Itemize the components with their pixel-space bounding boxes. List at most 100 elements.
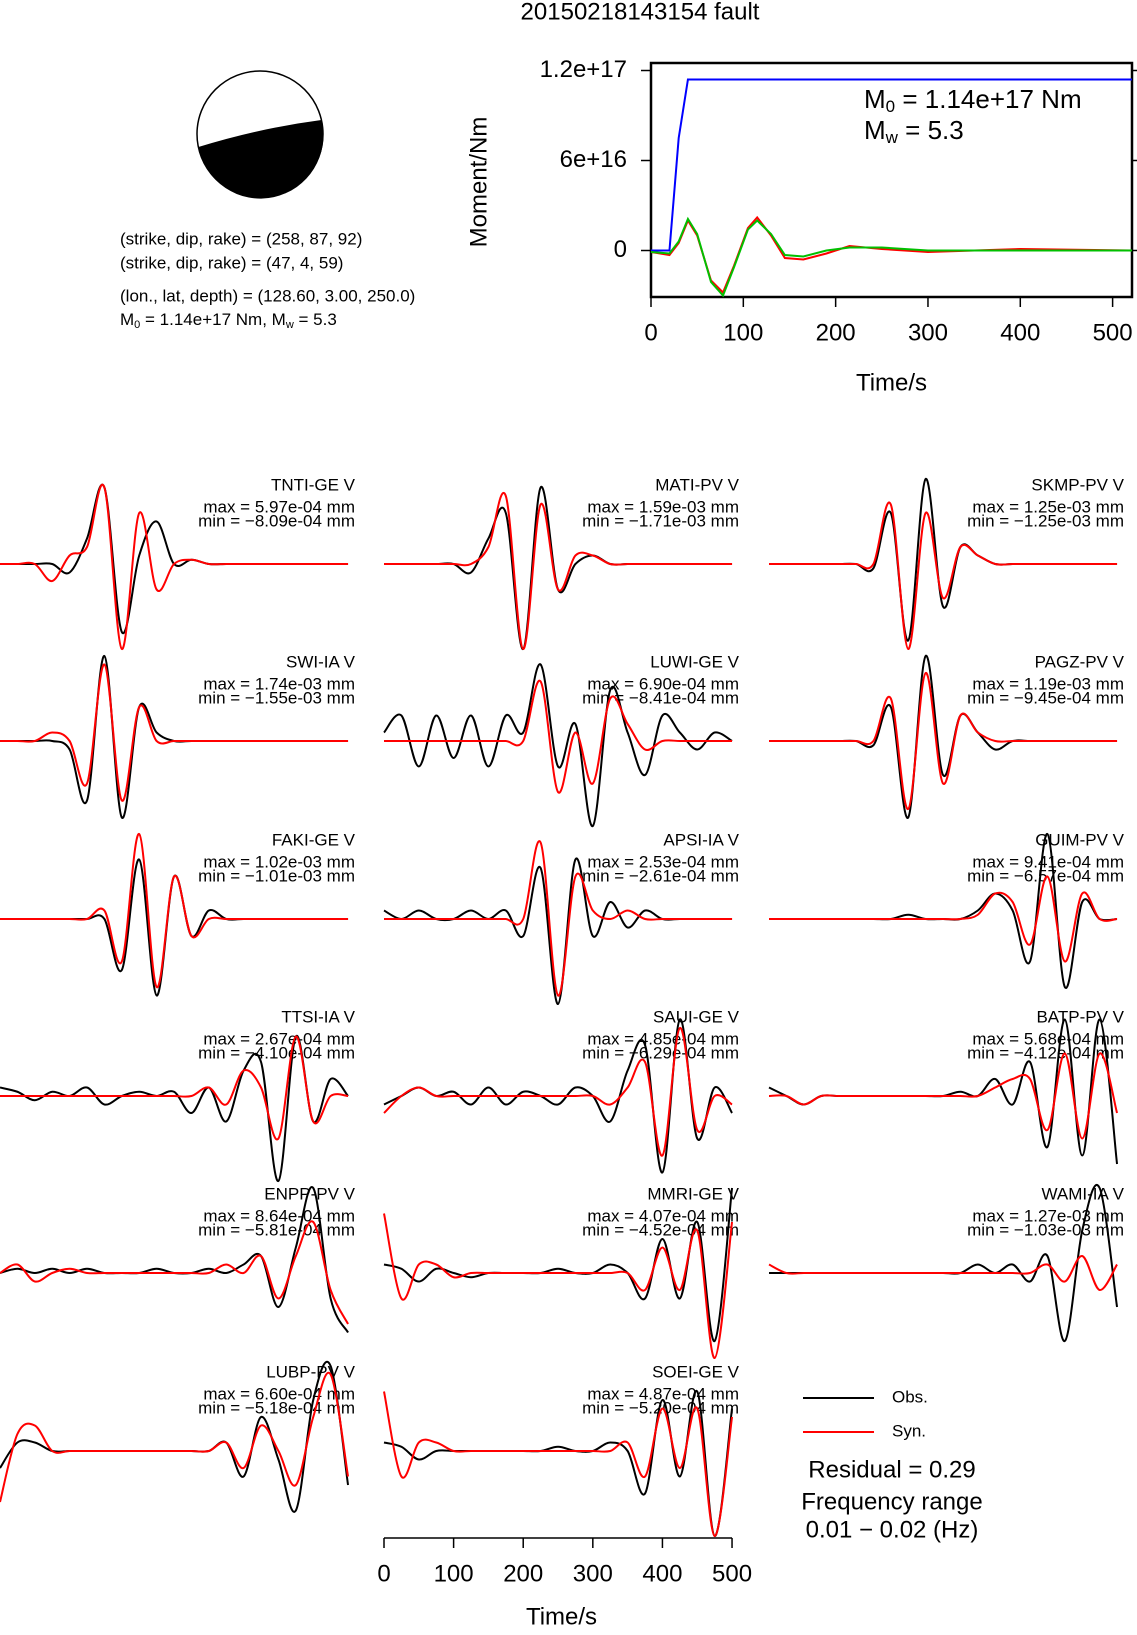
annotation-subscript: w [885, 128, 899, 147]
min-label: min = −1.01e-03 mm [198, 866, 355, 885]
text: = 5.3 [294, 310, 337, 329]
station-label: PAGZ-PV V [1035, 652, 1125, 671]
mechanism-line: (strike, dip, rake) = (47, 4, 59) [120, 253, 343, 272]
max-label: max = 1.59e-03 mm [587, 497, 739, 516]
syn-trace [0, 483, 349, 651]
frequency-title: Frequency range [801, 1488, 982, 1515]
max-label: max = 6.90e-04 mm [587, 674, 739, 693]
legend-syn: Syn. [892, 1421, 926, 1440]
x-tick-label: 200 [816, 319, 856, 346]
x-tick-label: 100 [434, 1560, 474, 1587]
station-label: SWI-IA V [286, 652, 356, 671]
annotation-symbol: M [864, 115, 886, 145]
annotation-subscript: 0 [886, 97, 895, 116]
station-label: FAKI-GE V [272, 830, 356, 849]
station-label: APSI-IA V [663, 830, 739, 849]
title: 20150218143154 fault [521, 0, 760, 25]
syn-trace [383, 1391, 734, 1538]
annotation: Mw = 5.3 [864, 115, 964, 148]
x-tick-label: 500 [1093, 319, 1133, 346]
max-label: max = 1.02e-03 mm [203, 852, 355, 871]
min-label: min = −9.45e-04 mm [967, 688, 1124, 707]
min-label: min = −8.09e-04 mm [198, 511, 355, 530]
max-label: max = 8.64e-04 mm [203, 1206, 355, 1225]
station-label: TTSI-IA V [281, 1007, 355, 1026]
subscript: w [285, 319, 294, 331]
annotation-text: = 1.14e+17 Nm [895, 84, 1081, 114]
syn-trace [384, 679, 733, 794]
obs-trace [383, 663, 733, 828]
max-label: max = 5.68e-04 mm [972, 1029, 1124, 1048]
subscript: 0 [134, 319, 140, 331]
syn-trace [0, 1371, 350, 1503]
x-tick-label: 0 [377, 1560, 390, 1587]
x-tick-label: 400 [642, 1560, 682, 1587]
y-tick-label: 0 [614, 236, 627, 263]
y-tick-label: 6e+16 [560, 146, 627, 173]
station-label: ENPP-PV V [264, 1184, 355, 1203]
station-label: TNTI-GE V [271, 475, 356, 494]
x-tick-label: 300 [573, 1560, 613, 1587]
residual: Residual = 0.29 [808, 1456, 975, 1483]
syn-trace [383, 491, 733, 651]
station-label: GUIM-PV V [1035, 830, 1124, 849]
station-label: SOEI-GE V [652, 1362, 740, 1381]
min-label: min = −1.25e-03 mm [967, 511, 1124, 530]
x-tick-label: 200 [503, 1560, 543, 1587]
max-label: max = 5.97e-04 mm [203, 497, 355, 516]
syn-trace [0, 1220, 349, 1325]
max-label: max = 1.25e-03 mm [972, 497, 1124, 516]
x-tick-label: 300 [908, 319, 948, 346]
min-label: min = −6.57e-04 mm [967, 866, 1124, 885]
max-label: max = 2.53e-04 mm [587, 852, 739, 871]
station-label: WAMI-IA V [1042, 1184, 1125, 1203]
syn-trace [768, 1255, 1118, 1291]
syn-trace [383, 1213, 734, 1360]
min-label: min = −1.55e-03 mm [198, 688, 355, 707]
syn-trace [0, 832, 349, 989]
min-label: min = −4.12e-04 mm [967, 1043, 1124, 1062]
legend-obs: Obs. [892, 1387, 928, 1406]
x-tick-label: 0 [644, 319, 657, 346]
station-label: SKMP-PV V [1031, 475, 1124, 494]
station-label: MMRI-GE V [647, 1184, 739, 1203]
beachball [196, 70, 324, 199]
max-label: max = 2.67e-04 mm [203, 1029, 355, 1048]
min-label: min = −5.18e-04 mm [198, 1398, 355, 1417]
moment-line [650, 216, 1132, 298]
x-tick-label: 100 [723, 319, 763, 346]
moment-line: M0 = 1.14e+17 Nm, Mw = 5.3 [120, 310, 337, 330]
max-label: max = 4.85e-04 mm [587, 1029, 739, 1048]
syn-trace [0, 663, 349, 802]
station-label: LUWI-GE V [650, 652, 739, 671]
syn-trace [383, 840, 733, 997]
syn-trace [383, 1026, 733, 1157]
syn-trace [768, 501, 1118, 651]
syn-trace [768, 1052, 1119, 1140]
min-label: min = −4.10e-04 mm [198, 1043, 355, 1062]
y-tick-label: 1.2e+17 [540, 56, 627, 83]
max-label: max = 1.19e-03 mm [972, 674, 1124, 693]
x-tick-label: 400 [1000, 319, 1040, 346]
plot-frame [649, 61, 1134, 299]
x-tick-label: 500 [712, 1560, 752, 1587]
x-axis-label: Time/s [526, 1603, 597, 1630]
station-label: MATI-PV V [655, 475, 739, 494]
min-label: min = −6.29e-04 mm [582, 1043, 739, 1062]
max-label: max = 6.60e-04 mm [203, 1384, 355, 1403]
beachball-compression [198, 120, 324, 199]
mechanism-line: (lon., lat, depth) = (128.60, 3.00, 250.… [120, 286, 415, 305]
station-label: LUBP-PV V [266, 1362, 355, 1381]
max-label: max = 4.87e-04 mm [587, 1384, 739, 1403]
text: M [120, 310, 134, 329]
syn-trace [768, 875, 1118, 963]
station-label: BATP-PV V [1036, 1007, 1124, 1026]
max-label: max = 9.41e-04 mm [972, 852, 1124, 871]
min-label: min = −4.52e-04 mm [582, 1220, 739, 1239]
x-axis-label: Time/s [856, 369, 927, 396]
annotation-symbol: M [864, 84, 886, 114]
text: = 1.14e+17 Nm, M [140, 310, 286, 329]
annotation: M0 = 1.14e+17 Nm [864, 84, 1082, 117]
min-label: min = −8.41e-04 mm [582, 688, 739, 707]
